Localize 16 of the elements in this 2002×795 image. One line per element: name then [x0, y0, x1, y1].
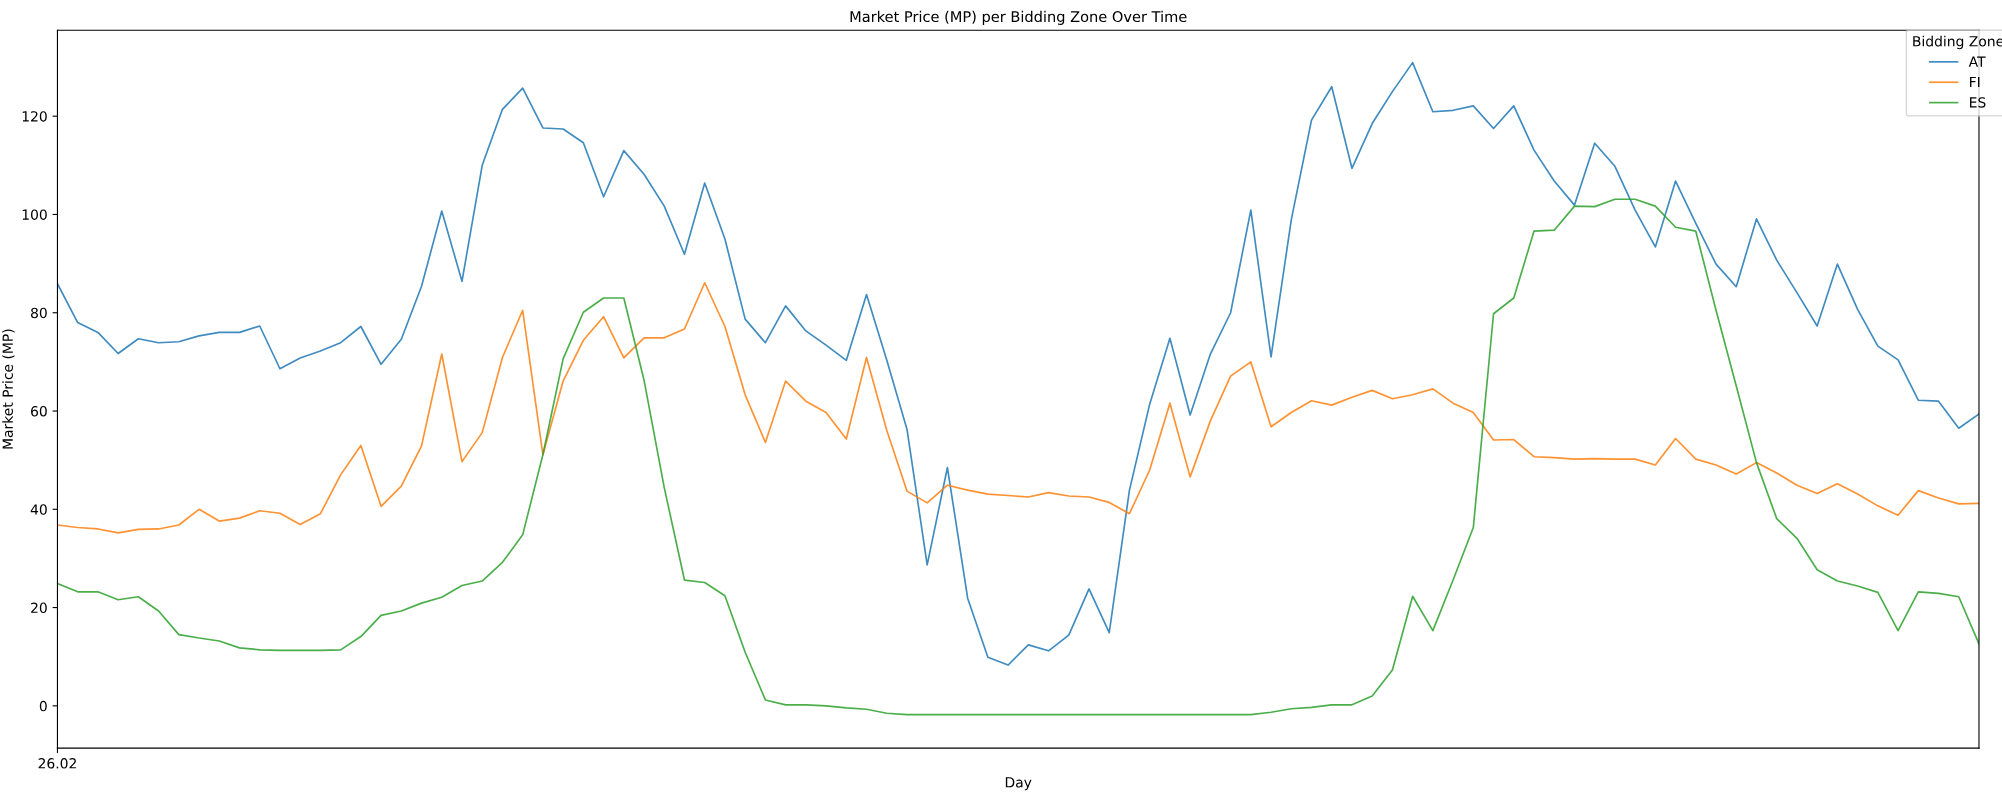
- chart-title: Market Price (MP) per Bidding Zone Over Time: [850, 10, 1187, 25]
- y-tick-label: 40: [30, 504, 47, 515]
- y-tick-label: 0: [39, 700, 47, 712]
- legend-label: AT: [1968, 56, 1986, 67]
- y-tick-label: 20: [31, 602, 47, 614]
- y-tick-label: 120: [22, 111, 47, 122]
- x-tick-label: 26.02: [38, 758, 76, 769]
- line-series: [57, 281, 1979, 534]
- x-axis-title: Day: [1005, 777, 1032, 791]
- y-tick-label: 60: [31, 405, 47, 417]
- line-series: [57, 198, 1979, 716]
- legend-label: FI: [1970, 76, 1980, 88]
- legend-label: ES: [1970, 97, 1986, 108]
- y-tick-label: 80: [31, 307, 47, 319]
- y-tick-label: 100: [22, 209, 47, 220]
- y-axis-title: Market Price (MP): [2, 329, 15, 449]
